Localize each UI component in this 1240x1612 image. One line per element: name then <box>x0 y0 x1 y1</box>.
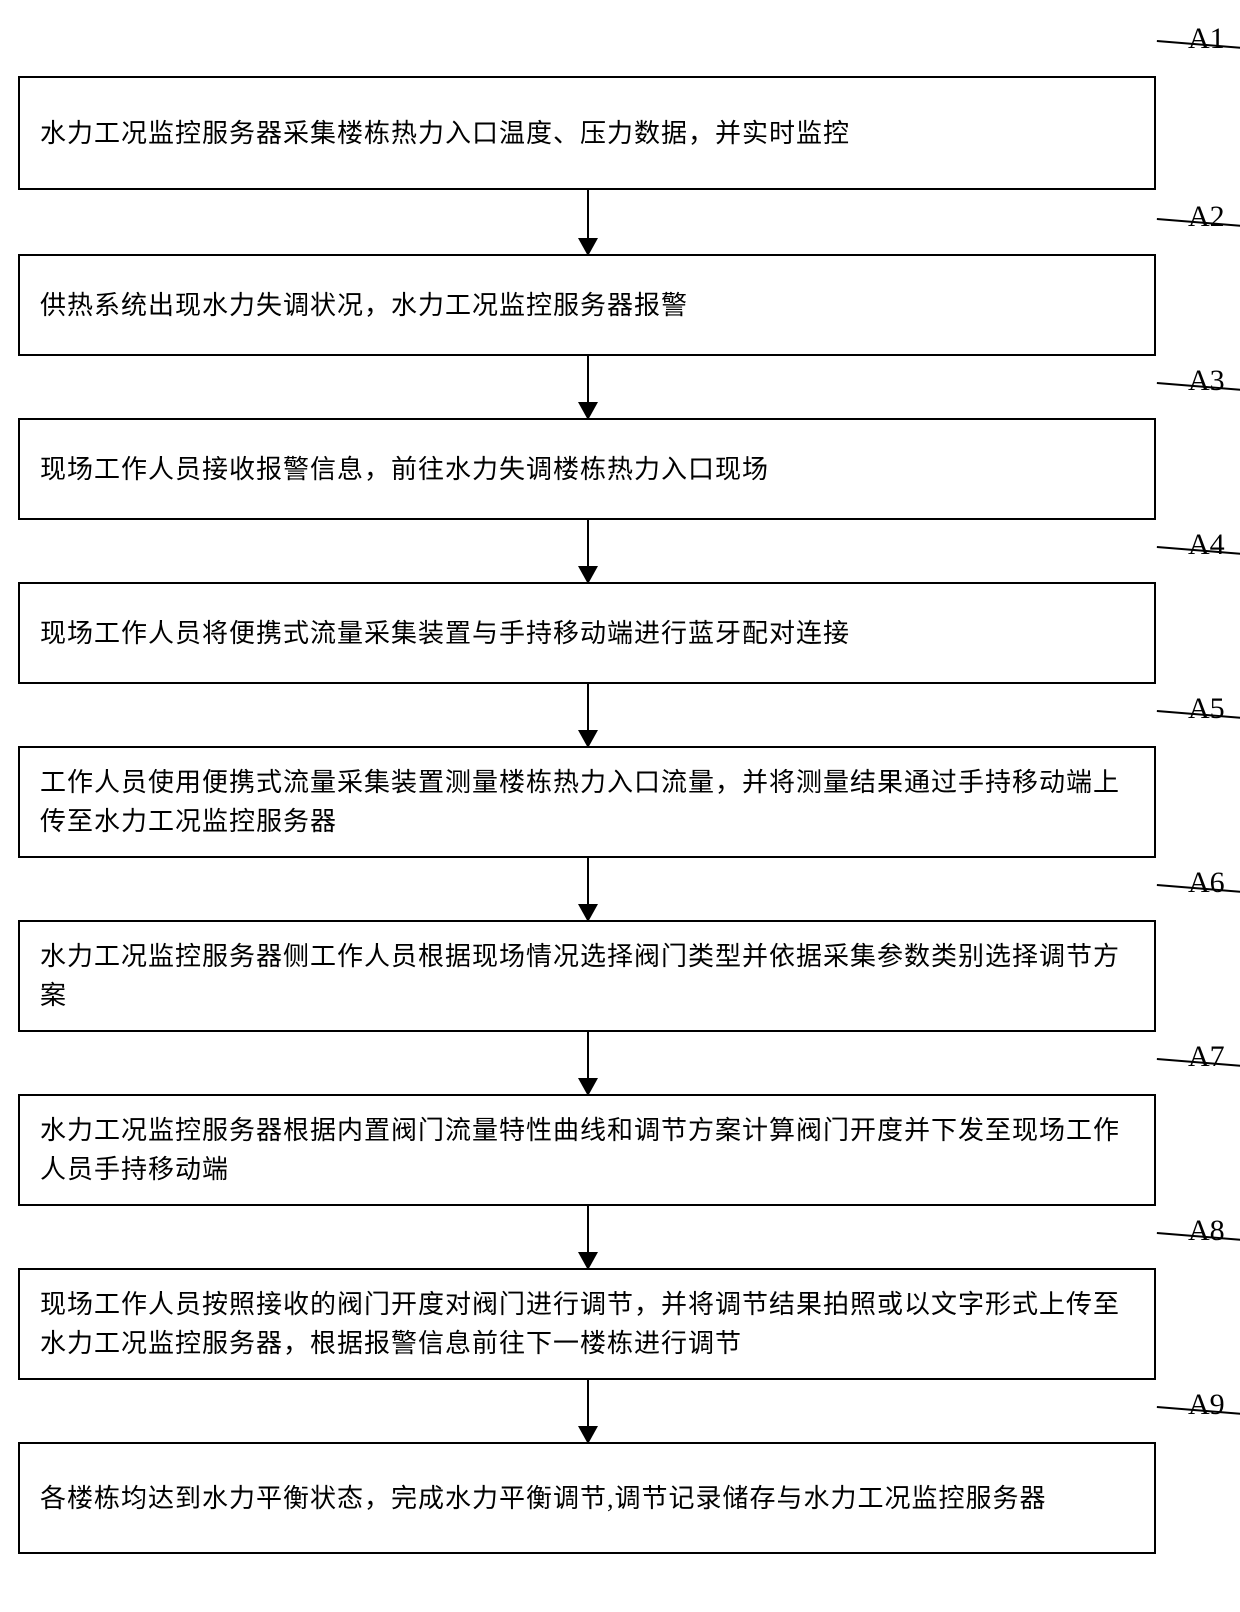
step-text: 水力工况监控服务器侧工作人员根据现场情况选择阀门类型并依据采集参数类别选择调节方… <box>40 937 1134 1015</box>
step-text: 工作人员使用便携式流量采集装置测量楼栋热力入口流量，并将测量结果通过手持移动端上… <box>40 763 1134 841</box>
step-box-a9: 各楼栋均达到水力平衡状态，完成水力平衡调节,调节记录储存与水力工况监控服务器 <box>18 1442 1156 1554</box>
step-label-a3: A3 <box>1188 364 1225 398</box>
step-box-a6: 水力工况监控服务器侧工作人员根据现场情况选择阀门类型并依据采集参数类别选择调节方… <box>18 920 1156 1032</box>
step-label-a5: A5 <box>1188 692 1225 726</box>
step-text: 水力工况监控服务器根据内置阀门流量特性曲线和调节方案计算阀门开度并下发至现场工作… <box>40 1111 1134 1189</box>
arrow-a2 <box>587 356 589 402</box>
step-box-a3: 现场工作人员接收报警信息，前往水力失调楼栋热力入口现场 <box>18 418 1156 520</box>
step-box-a4: 现场工作人员将便携式流量采集装置与手持移动端进行蓝牙配对连接 <box>18 582 1156 684</box>
step-text: 现场工作人员将便携式流量采集装置与手持移动端进行蓝牙配对连接 <box>40 614 850 653</box>
step-box-a7: 水力工况监控服务器根据内置阀门流量特性曲线和调节方案计算阀门开度并下发至现场工作… <box>18 1094 1156 1206</box>
arrow-a6 <box>587 1032 589 1078</box>
arrow-a4 <box>587 684 589 730</box>
step-label-a7: A7 <box>1188 1040 1225 1074</box>
arrow-a5 <box>587 858 589 904</box>
step-text: 水力工况监控服务器采集楼栋热力入口温度、压力数据，并实时监控 <box>40 114 850 153</box>
step-label-a6: A6 <box>1188 866 1225 900</box>
step-text: 供热系统出现水力失调状况，水力工况监控服务器报警 <box>40 286 688 325</box>
arrow-a8 <box>587 1380 589 1426</box>
step-text: 现场工作人员接收报警信息，前往水力失调楼栋热力入口现场 <box>40 450 769 489</box>
step-label-a4: A4 <box>1188 528 1225 562</box>
step-label-a8: A8 <box>1188 1214 1225 1248</box>
arrow-a1 <box>587 190 589 238</box>
arrow-a7 <box>587 1206 589 1252</box>
arrow-a3 <box>587 520 589 566</box>
step-box-a2: 供热系统出现水力失调状况，水力工况监控服务器报警 <box>18 254 1156 356</box>
step-text: 各楼栋均达到水力平衡状态，完成水力平衡调节,调节记录储存与水力工况监控服务器 <box>40 1479 1047 1518</box>
step-label-a1: A1 <box>1188 22 1225 56</box>
flowchart-container: 水力工况监控服务器采集楼栋热力入口温度、压力数据，并实时监控 A1 供热系统出现水力… <box>0 0 1240 1612</box>
step-box-a8: 现场工作人员按照接收的阀门开度对阀门进行调节，并将调节结果拍照或以文字形式上传至… <box>18 1268 1156 1380</box>
step-box-a1: 水力工况监控服务器采集楼栋热力入口温度、压力数据，并实时监控 <box>18 76 1156 190</box>
step-label-a2: A2 <box>1188 200 1225 234</box>
step-label-a9: A9 <box>1188 1388 1225 1422</box>
step-box-a5: 工作人员使用便携式流量采集装置测量楼栋热力入口流量，并将测量结果通过手持移动端上… <box>18 746 1156 858</box>
step-text: 现场工作人员按照接收的阀门开度对阀门进行调节，并将调节结果拍照或以文字形式上传至… <box>40 1285 1134 1363</box>
